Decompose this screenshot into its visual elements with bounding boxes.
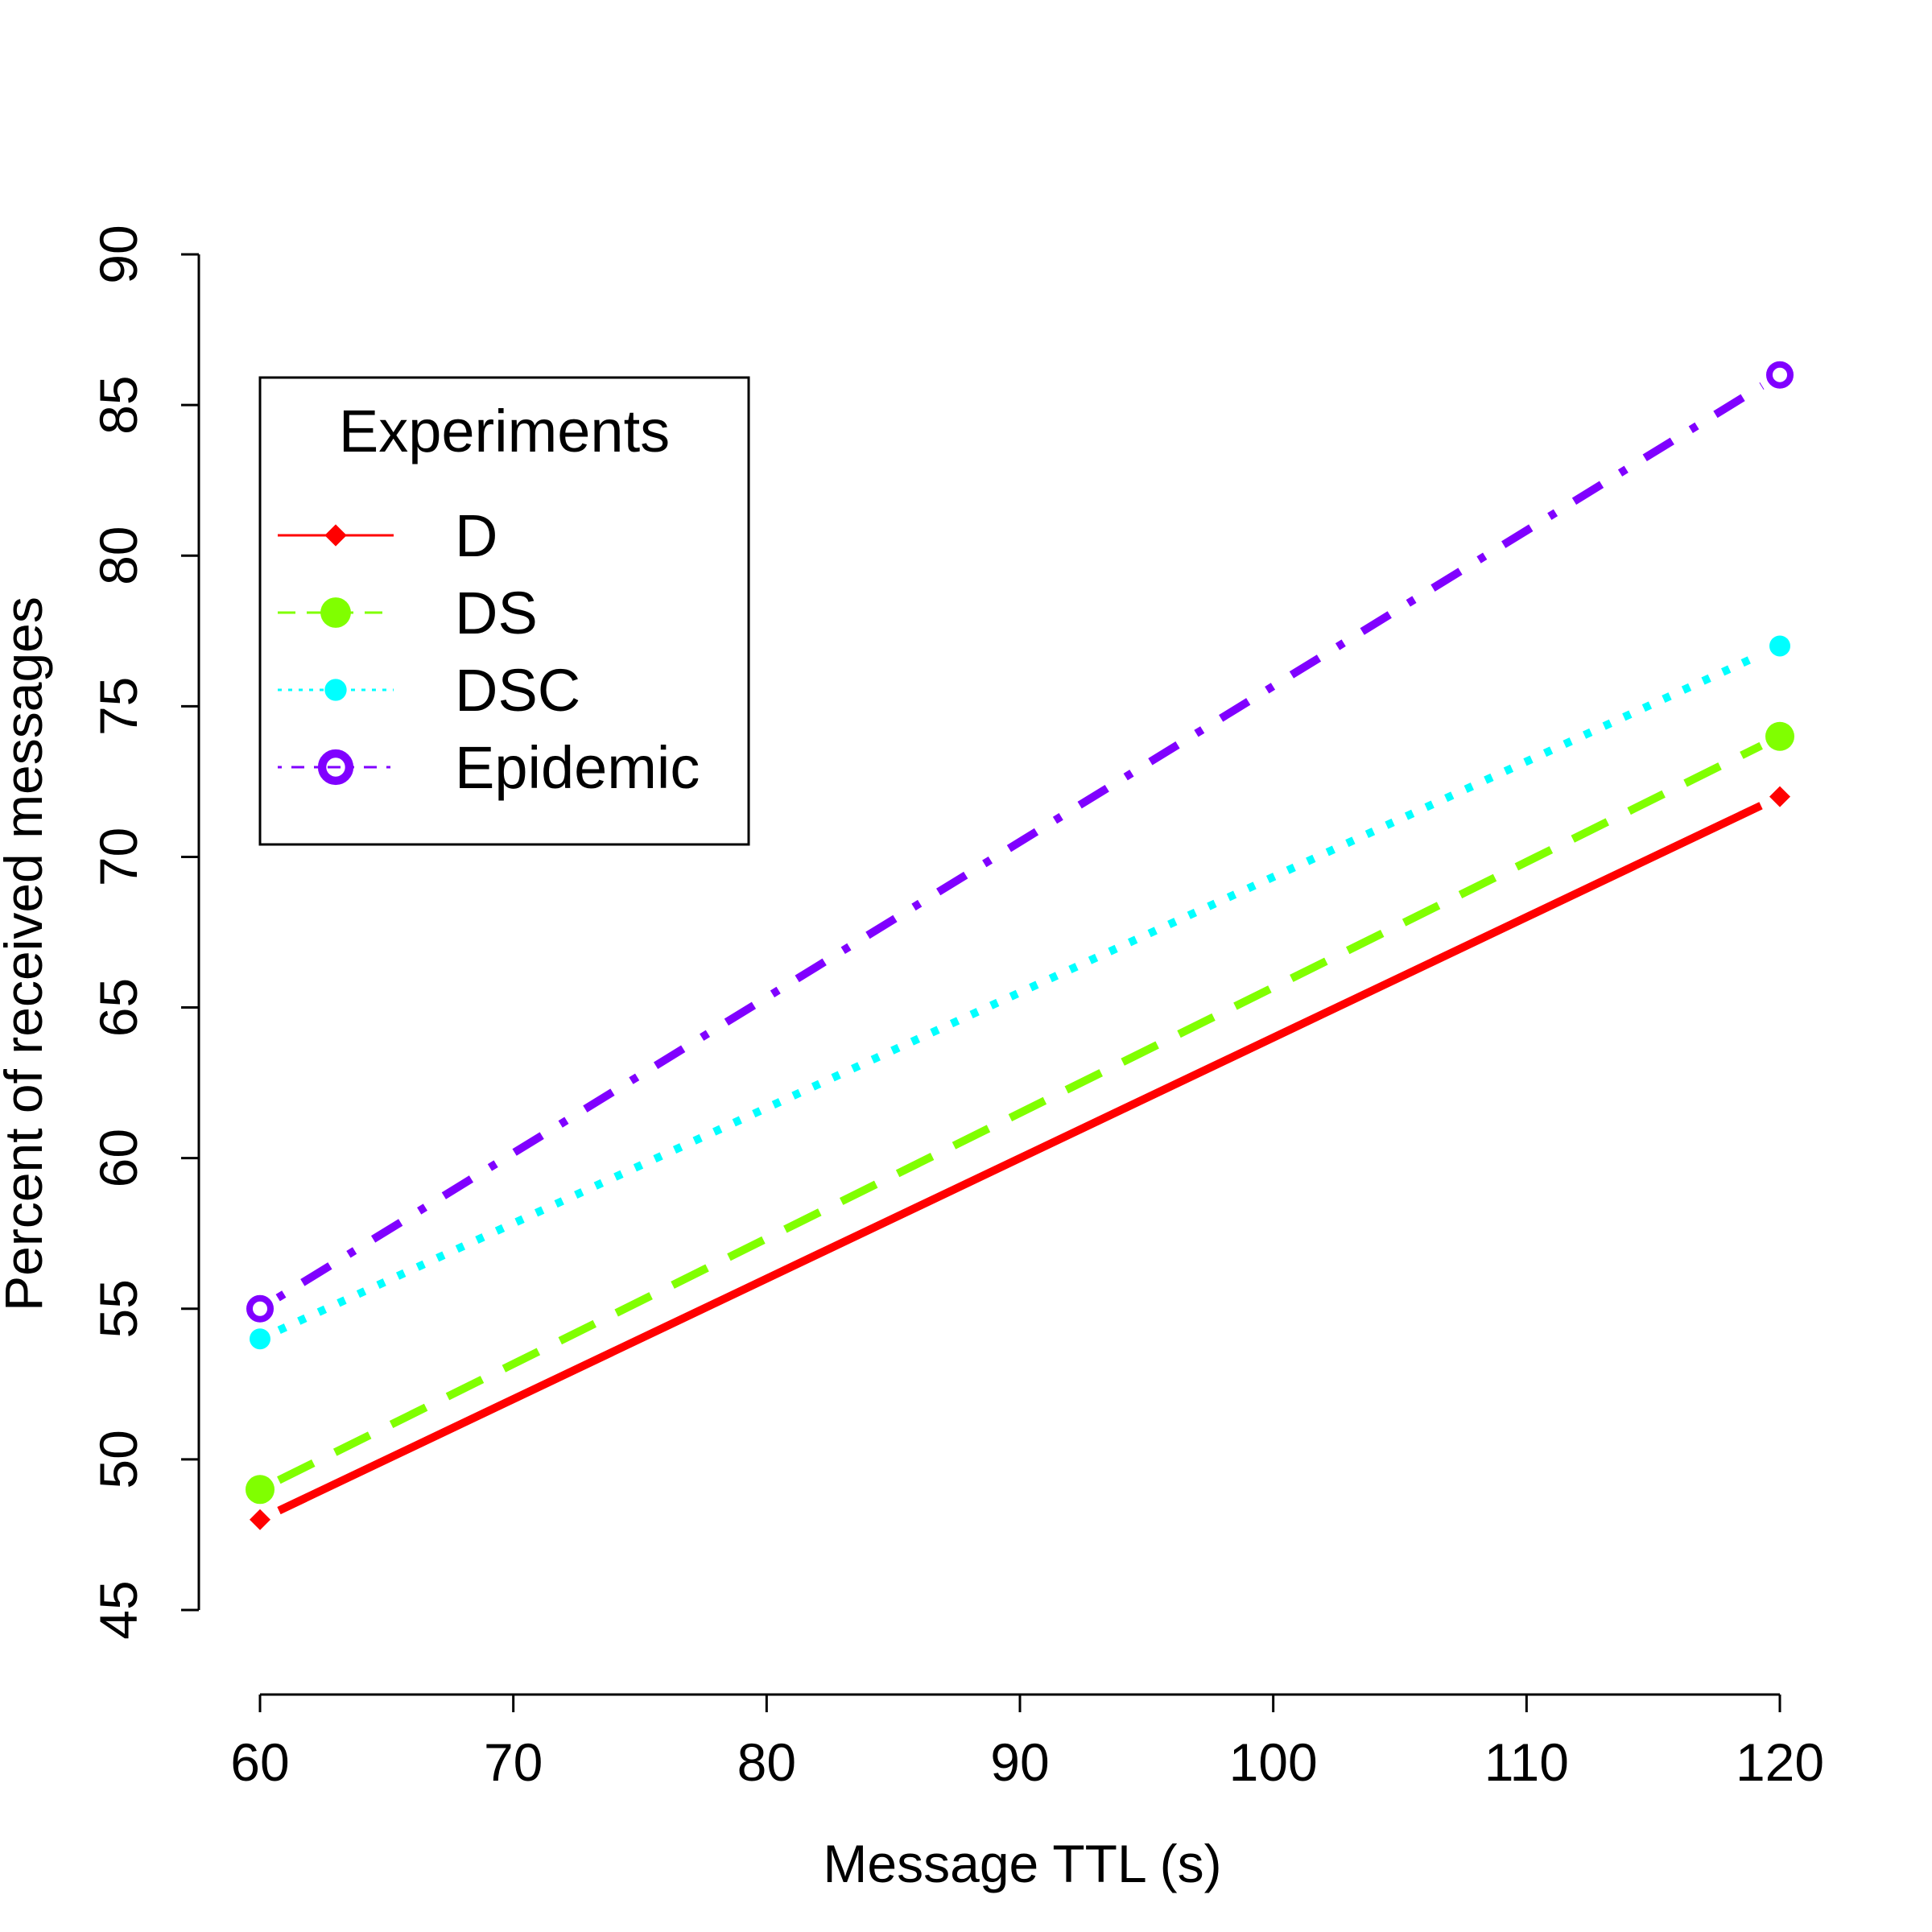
legend-title: Experiments [339, 398, 670, 464]
legend-label-ds: DS [455, 580, 538, 646]
y-tick-label: 60 [89, 1129, 148, 1187]
legend-marker-d [324, 524, 347, 547]
data-point-dsc [250, 1328, 270, 1350]
y-axis-label: Percent of received messages [0, 597, 53, 1311]
series-layer [246, 361, 1794, 1530]
legend-item-ds: DS [278, 580, 538, 646]
y-tick-label: 50 [89, 1430, 148, 1488]
legend-label-d: D [455, 502, 497, 569]
legend: Experiments D DS DSC Epidemic [258, 376, 750, 846]
y-tick-label: 55 [89, 1279, 148, 1338]
legend-item-dsc: DSC [278, 657, 580, 724]
y-tick-label: 80 [89, 526, 148, 585]
x-tick-label: 80 [737, 1732, 796, 1792]
y-tick-label: 70 [89, 828, 148, 886]
axes: 60 70 80 90 100 110 120 45 50 55 60 65 70 75 80 85 90 [89, 225, 1824, 1792]
data-point-dsc [1769, 635, 1790, 657]
legend-label-dsc: DSC [455, 657, 580, 724]
x-axis-label: Message TTL (s) [823, 1834, 1221, 1893]
x-tick-label: 100 [1229, 1732, 1318, 1792]
data-point-epidemic [1766, 361, 1794, 389]
y-tick-label: 65 [89, 978, 148, 1037]
data-point-d [250, 1509, 270, 1530]
legend-item-d: D [278, 502, 497, 569]
x-tick-label: 60 [230, 1732, 289, 1792]
data-point-d [1769, 786, 1790, 807]
legend-marker-epidemic [317, 749, 354, 786]
x-tick-label: 110 [1484, 1732, 1569, 1792]
legend-label-epidemic: Epidemic [455, 734, 700, 801]
series-epidemic [246, 361, 1794, 1323]
data-point-epidemic [246, 1294, 274, 1323]
y-tick-label: 45 [89, 1580, 148, 1639]
series-line-d [277, 802, 1763, 1515]
y-tick-label: 90 [89, 225, 148, 283]
x-tick-label: 90 [990, 1732, 1049, 1792]
y-tick-label: 75 [89, 677, 148, 736]
y-tick-label: 85 [89, 375, 148, 434]
x-tick-label: 120 [1736, 1732, 1824, 1792]
data-point-ds [246, 1475, 275, 1505]
x-tick-label: 70 [484, 1732, 543, 1792]
series-line-epidemic [275, 382, 1765, 1302]
series-ds [246, 721, 1794, 1505]
series-dsc [250, 635, 1790, 1350]
series-d [250, 786, 1790, 1530]
legend-marker-dsc [324, 679, 347, 701]
series-line-ds [277, 741, 1763, 1484]
legend-item-epidemic: Epidemic [278, 734, 700, 801]
data-point-ds [1765, 721, 1794, 751]
legend-marker-ds [320, 597, 351, 628]
